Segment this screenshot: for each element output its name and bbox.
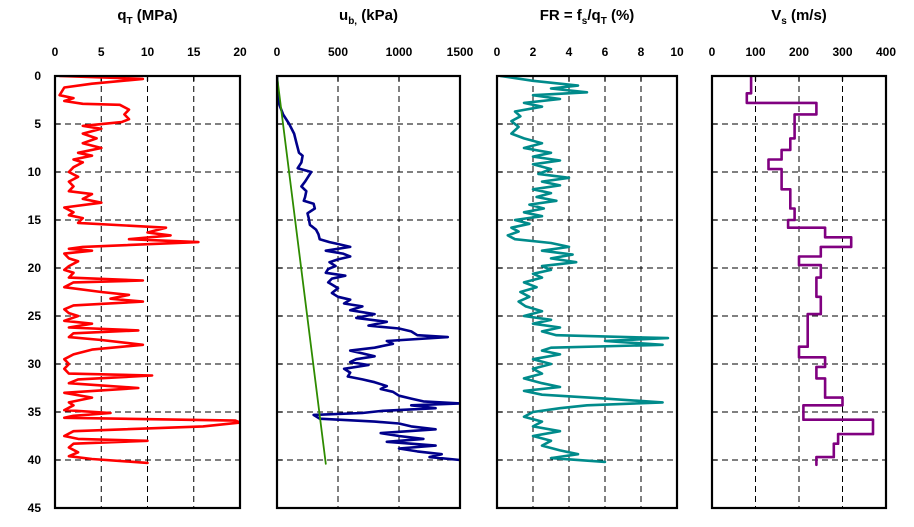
- title-sub2: T: [601, 16, 607, 27]
- title-sub: T: [127, 16, 133, 27]
- y-tick-label: 35: [28, 405, 42, 419]
- plot-frame: [53, 74, 242, 510]
- plot-frame: [710, 74, 888, 510]
- x-tick-label: 0: [494, 45, 501, 59]
- x-tick-label: 10: [670, 45, 684, 59]
- y-tick-label: 40: [28, 453, 42, 467]
- series-line-1: [745, 76, 875, 467]
- x-tick-label: 200: [789, 45, 809, 59]
- x-tick-label: 500: [328, 45, 348, 59]
- panel-title: FR = fs/qT (%): [540, 7, 635, 27]
- panel-title: Vs (m/s): [771, 7, 827, 27]
- x-tick-label: 0: [709, 45, 716, 59]
- series-line-1: [277, 76, 460, 462]
- x-tick-label: 20: [233, 45, 247, 59]
- panel-1: qT (MPa) 0 5 10 15 20 25 30 35 40 45 0 5 10 15 20: [28, 7, 247, 515]
- x-tick-label: 2: [530, 45, 537, 59]
- x-tick-label: 10: [141, 45, 155, 59]
- x-tick-label: 6: [602, 45, 609, 59]
- title-rest: /q: [587, 7, 600, 24]
- plot-frame: [495, 74, 679, 510]
- x-tick-label: 8: [638, 45, 645, 59]
- series-line-1: [499, 76, 670, 464]
- panel-2: ub, (kPa) 0 500 1000 1500: [274, 7, 474, 510]
- title-rest: (kPa): [357, 7, 398, 24]
- plot-frame: [275, 74, 462, 510]
- title-sub: b,: [348, 16, 357, 27]
- x-tick-label: 4: [566, 45, 573, 59]
- title-main: q: [117, 7, 126, 24]
- series-line-2: [277, 76, 327, 465]
- y-tick-label: 30: [28, 357, 42, 371]
- panel-title: qT (MPa): [117, 7, 177, 27]
- x-tick-label: 0: [274, 45, 281, 59]
- x-tick-label: 100: [745, 45, 765, 59]
- y-tick-label: 20: [28, 261, 42, 275]
- x-tick-label: 1000: [386, 45, 413, 59]
- y-tick-label: 0: [34, 69, 41, 83]
- panel-3: FR = fs/qT (%) 0 2 4 6 8 10: [494, 7, 684, 510]
- title-sub: s: [781, 16, 787, 27]
- series-line-1: [58, 76, 240, 465]
- y-tick-label: 10: [28, 165, 42, 179]
- y-tick-label: 45: [28, 501, 42, 515]
- title-rest: (m/s): [787, 7, 827, 24]
- y-tick-label: 5: [34, 117, 41, 131]
- x-tick-label: 300: [832, 45, 852, 59]
- panel-4: Vs (m/s) 0 100 200 300 400: [709, 7, 896, 510]
- title-sub: s: [582, 16, 588, 27]
- title-main: FR = f: [540, 7, 583, 24]
- panel-title: ub, (kPa): [339, 7, 398, 27]
- title-main: V: [771, 7, 781, 24]
- x-tick-label: 1500: [447, 45, 474, 59]
- y-tick-label: 25: [28, 309, 42, 323]
- x-tick-label: 15: [187, 45, 201, 59]
- title-rest: (MPa): [133, 7, 178, 24]
- y-tick-label: 15: [28, 213, 42, 227]
- title-rest2: (%): [607, 7, 635, 24]
- x-tick-label: 400: [876, 45, 896, 59]
- title-main: u: [339, 7, 348, 24]
- x-tick-label: 5: [98, 45, 105, 59]
- x-tick-label: 0: [52, 45, 59, 59]
